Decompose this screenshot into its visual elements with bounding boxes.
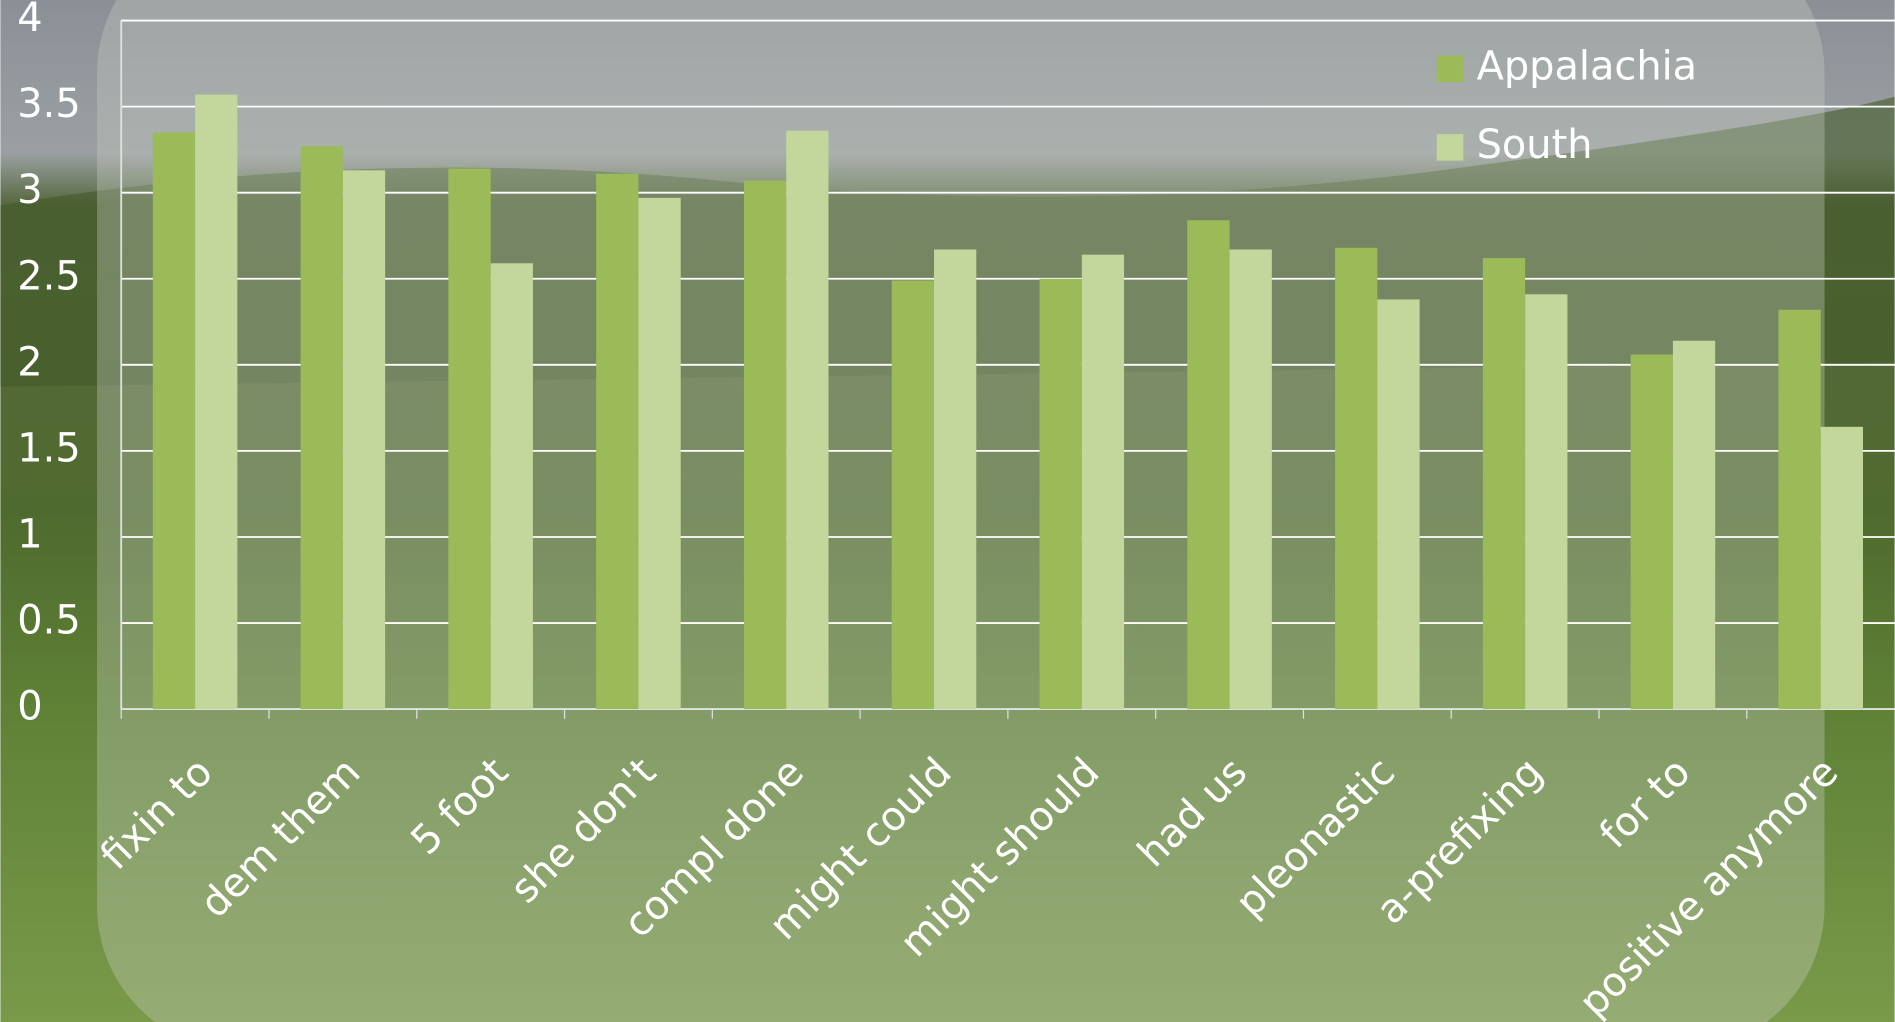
y-tick-label: 1.5 — [17, 425, 80, 471]
bar — [342, 170, 386, 710]
y-tick-label: 1 — [17, 511, 42, 557]
bar — [638, 197, 681, 710]
bar — [448, 168, 491, 710]
bar — [1229, 249, 1272, 710]
bar — [891, 280, 935, 710]
bar — [1187, 220, 1230, 710]
legend-swatch — [1436, 134, 1464, 161]
y-tick-label: 4 — [17, 0, 42, 41]
bar — [490, 263, 533, 710]
bar — [1335, 247, 1378, 710]
y-tick-label: 0 — [17, 684, 42, 730]
bar — [934, 249, 977, 710]
bar — [1377, 299, 1420, 710]
y-tick-label: 2.5 — [17, 253, 80, 299]
legend-label: South — [1477, 122, 1593, 168]
legend-swatch — [1436, 55, 1464, 83]
bar — [1630, 354, 1673, 710]
y-tick-label: 3.5 — [17, 81, 80, 127]
y-tick-label: 3 — [17, 167, 42, 213]
bar — [743, 180, 787, 710]
bar — [1672, 340, 1716, 710]
bar — [1081, 254, 1125, 710]
bar — [596, 173, 639, 710]
bar — [195, 94, 238, 710]
legend-label: Appalachia — [1477, 43, 1697, 89]
y-tick-label: 0.5 — [17, 598, 80, 644]
bar — [1820, 426, 1863, 710]
bar — [1525, 294, 1568, 710]
bar — [786, 130, 829, 710]
y-tick-label: 2 — [17, 339, 42, 385]
bar — [1778, 309, 1821, 710]
bar — [1039, 278, 1082, 710]
bar — [300, 146, 343, 710]
bar — [1482, 258, 1526, 710]
bar — [152, 132, 196, 710]
